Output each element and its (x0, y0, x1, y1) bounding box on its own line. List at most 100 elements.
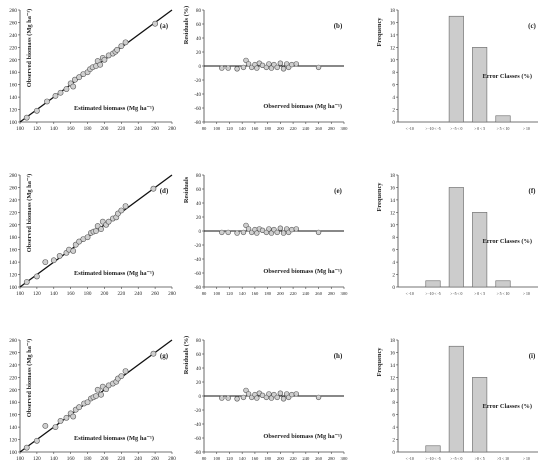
data-point (97, 61, 104, 68)
panel-a: 100 120 140 160 180 200 220 240 260 280 100 120 140 1… (9, 8, 176, 132)
y-tick-label: 2 (392, 273, 395, 279)
y-tick-label: 10 (390, 388, 396, 394)
data-point (274, 64, 280, 71)
y-axis-label: Frequency (376, 347, 383, 377)
x-axis-label: Estimated biomass (Mg ha⁻¹) (74, 105, 154, 112)
panel-g: 100 120 140 160 180 200 220 240 260 280 100 120 140 1… (9, 338, 176, 462)
x-tick-label: 120 (33, 126, 41, 132)
data-point (57, 417, 64, 424)
data-point (315, 394, 322, 401)
x-tick-label: 120 (226, 126, 234, 131)
panel-label: (g) (160, 352, 169, 360)
y-tick-label: 160 (9, 413, 17, 419)
x-tick-label: 120 (226, 291, 234, 296)
y-tick-label: 2 (392, 108, 395, 114)
y-tick-label: -40 (194, 258, 201, 263)
y-tick-label: 100 (9, 450, 17, 456)
y-tick-label: 140 (9, 260, 17, 266)
panel-label: (h) (334, 352, 343, 360)
data-point (84, 399, 91, 406)
bar (448, 187, 464, 288)
data-point (254, 65, 260, 71)
data-point (240, 64, 247, 71)
data-point (56, 252, 63, 259)
y-tick-label: 200 (9, 58, 17, 64)
y-tick-label: 8 (392, 70, 395, 76)
data-point (98, 391, 104, 398)
data-point (280, 230, 287, 236)
y-tick-label: 16 (390, 20, 396, 26)
x-tick-label: > 0 < 5 (474, 292, 485, 296)
y-tick-label: 6 (392, 83, 395, 89)
x-tick-label: 120 (33, 456, 41, 462)
x-axis-label: Estimated biomass (Mg ha⁻¹) (74, 270, 154, 277)
y-tick-label: 14 (390, 198, 396, 204)
y-axis-label: Residuals (183, 176, 190, 203)
y-tick-label: 120 (9, 438, 17, 444)
data-point (234, 230, 240, 236)
y-tick-label: -20 (194, 244, 201, 249)
y-tick-label: 6 (392, 413, 395, 419)
data-point (315, 229, 322, 236)
data-point (245, 61, 252, 67)
x-tick-label: 200 (101, 126, 109, 132)
data-point (70, 83, 77, 90)
y-tick-label: 20 (196, 381, 202, 386)
y-tick-label: 140 (9, 425, 17, 431)
data-point (280, 396, 287, 402)
x-tick-label: 280 (168, 291, 176, 297)
data-point (315, 64, 322, 71)
x-axis-label: Error Classes (%) (483, 238, 532, 245)
x-tick-label: 220 (290, 291, 298, 296)
y-tick-label: 18 (390, 8, 396, 14)
x-tick-label: 200 (101, 291, 109, 297)
data-point (289, 391, 295, 398)
x-tick-label: 80 (202, 456, 207, 461)
x-tick-label: 280 (328, 126, 336, 131)
x-tick-label: 280 (168, 126, 176, 132)
y-tick-label: 80 (196, 9, 202, 14)
y-tick-label: 12 (390, 45, 396, 51)
panel-label: (d) (160, 187, 169, 195)
data-point (33, 107, 40, 114)
data-point (122, 39, 129, 46)
x-tick-label: 300 (341, 456, 349, 461)
y-tick-label: 12 (390, 375, 396, 381)
x-tick-label: 180 (84, 291, 92, 297)
x-axis-label: Error Classes (%) (483, 403, 532, 410)
panel-b: -80 -60 -40 -20 0 20 40 60 80 80 100 120 140 160 180 20… (183, 6, 348, 131)
y-tick-label: 180 (9, 70, 17, 76)
x-tick-label: 140 (50, 126, 58, 132)
data-point (293, 226, 299, 232)
bar (495, 115, 511, 123)
data-point (225, 65, 231, 71)
data-point (293, 61, 299, 67)
panel-label: (i) (529, 352, 536, 360)
data-point (42, 259, 49, 266)
x-tick-label: > 5 < 10 (497, 127, 510, 131)
data-point (70, 248, 77, 254)
data-point (105, 218, 112, 225)
panel-e: -80 -60 -40 -20 0 20 40 60 80 80 100 120 140 160 180 20… (183, 174, 348, 296)
x-tick-label: 180 (84, 456, 92, 462)
y-tick-label: 160 (9, 83, 17, 89)
x-tick-label: 160 (251, 456, 259, 461)
y-tick-label: 20 (196, 216, 202, 221)
data-point (94, 386, 101, 393)
x-tick-label: 200 (277, 456, 285, 461)
x-tick-label: 200 (277, 126, 285, 131)
y-axis-label: Frequency (376, 17, 383, 47)
x-tick-label: 100 (16, 291, 24, 297)
data-point (234, 396, 240, 402)
x-tick-label: < -10 (406, 292, 414, 296)
x-tick-label: 220 (117, 291, 125, 297)
data-point (122, 203, 129, 210)
x-axis-label: Observed biomass (Mg ha⁻¹) (263, 268, 342, 275)
y-tick-label: 120 (9, 273, 17, 279)
x-tick-label: > -5 < 0 (450, 292, 462, 296)
data-point (254, 395, 260, 401)
data-point (240, 229, 247, 236)
x-tick-label: 260 (315, 126, 323, 131)
data-point (44, 98, 50, 105)
bar (448, 15, 464, 123)
